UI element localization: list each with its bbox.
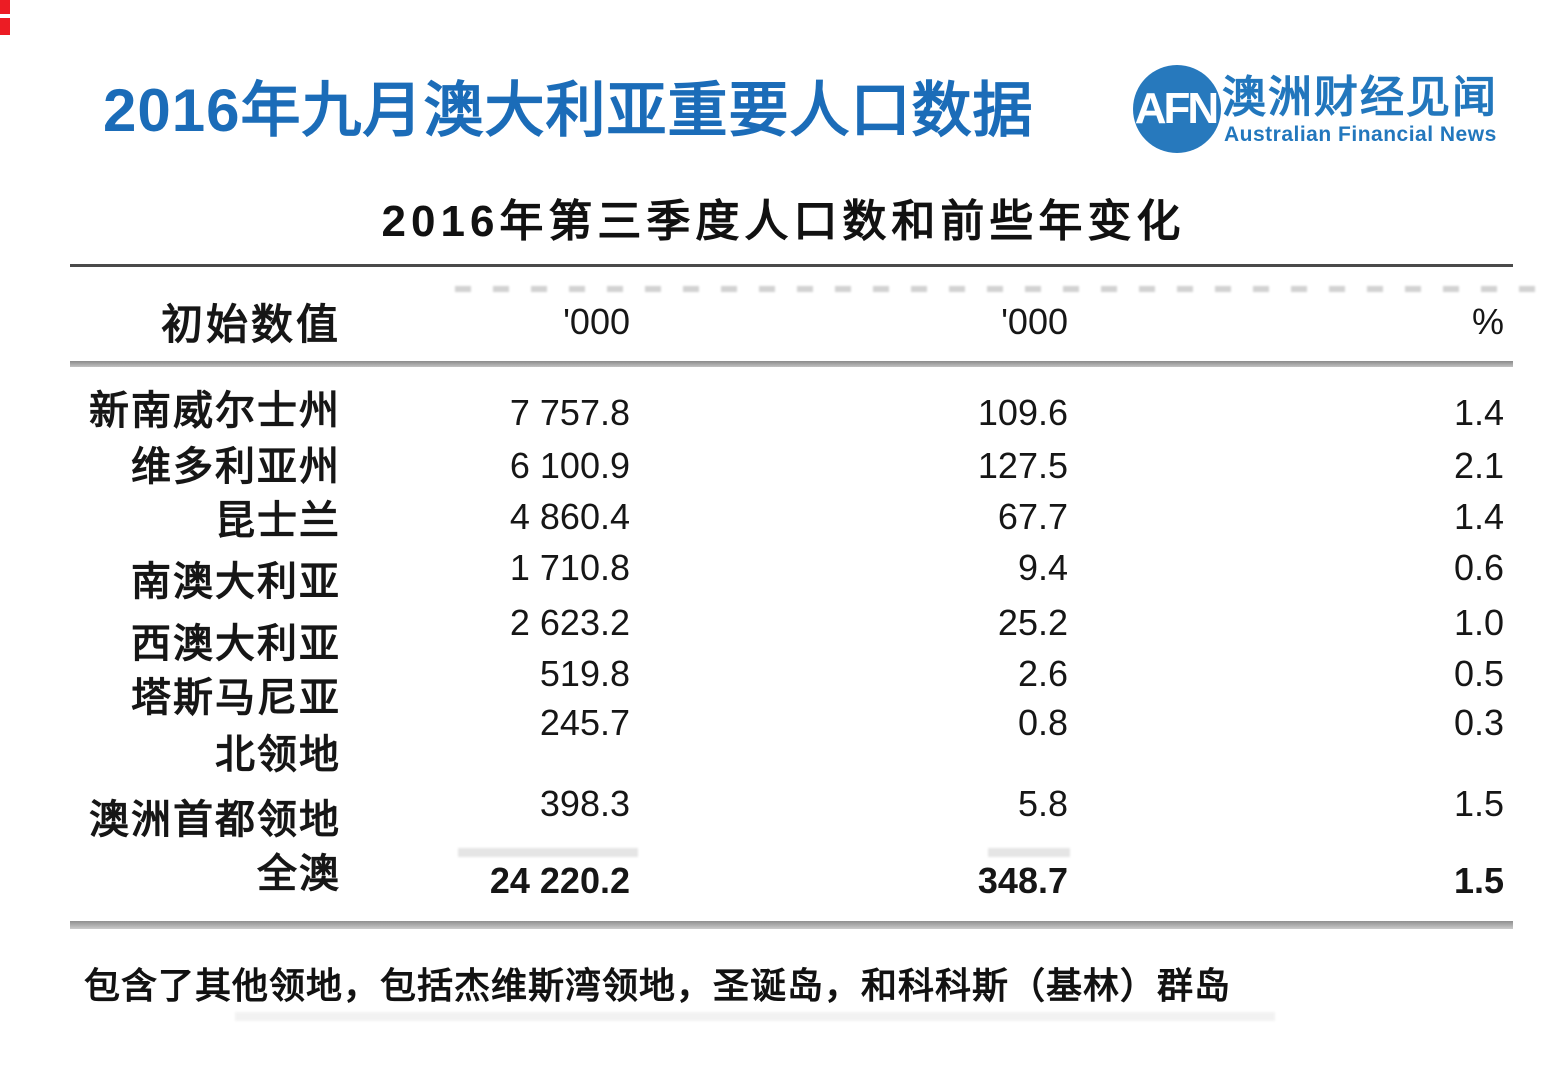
row-value: 0.6: [1453, 547, 1504, 588]
row-value: 1.4: [1453, 392, 1504, 433]
table-top-rule: [70, 264, 1513, 267]
row-value: 0.3: [1453, 702, 1504, 743]
row-value: 1.4: [1453, 496, 1504, 537]
table-title: 2016年第三季度人口数和前些年变化: [381, 197, 1186, 246]
afn-logo-icon: AFN: [1133, 65, 1221, 153]
row-value: 519.8: [539, 653, 630, 694]
column-header-thousands-2: '000: [1001, 301, 1068, 342]
row-label: 澳洲首都领地: [89, 798, 341, 842]
row-label: 南澳大利亚: [131, 560, 341, 604]
page-title: 2016年九月澳大利亚重要人口数据: [103, 77, 1034, 144]
row-label: 西澳大利亚: [131, 622, 341, 666]
row-value: 2.6: [1017, 653, 1068, 694]
row-value: 7 757.8: [509, 392, 630, 433]
red-corner-mark: [0, 18, 10, 35]
row-value: 0.5: [1453, 653, 1504, 694]
row-value: 5.8: [1017, 783, 1068, 824]
afn-logo-abbr: AFN: [1134, 84, 1219, 133]
row-value-total: 1.5: [1453, 860, 1504, 901]
scan-artifact: [988, 848, 1070, 857]
row-label: 新南威尔士州: [89, 389, 341, 433]
column-header-label: 初始数值: [160, 301, 341, 348]
table-header-rule: [70, 361, 1513, 367]
row-value: 1.0: [1453, 602, 1504, 643]
row-value: 2.1: [1453, 445, 1504, 486]
row-value: 25.2: [997, 602, 1068, 643]
row-value-total: 24 220.2: [489, 860, 630, 901]
row-value: 245.7: [539, 702, 630, 743]
table-bottom-rule: [70, 921, 1513, 929]
row-value: 1 710.8: [509, 547, 630, 588]
row-value-total: 348.7: [977, 860, 1068, 901]
row-value: 109.6: [977, 392, 1068, 433]
logo-name-english: Australian Financial News: [1224, 123, 1497, 146]
row-value: 0.8: [1017, 702, 1068, 743]
red-corner-mark: [0, 0, 10, 14]
row-value: 398.3: [539, 783, 630, 824]
row-value: 1.5: [1453, 783, 1504, 824]
scan-artifact: [458, 848, 638, 857]
row-value: 67.7: [997, 496, 1068, 537]
row-label-total: 全澳: [257, 852, 341, 896]
row-label: 塔斯马尼亚: [131, 676, 341, 720]
scan-artifact: [455, 286, 1540, 292]
footnote: 包含了其他领地，包括杰维斯湾领地，圣诞岛，和科科斯（基林）群岛: [84, 965, 1232, 1006]
row-label: 北领地: [215, 733, 341, 777]
column-header-percent: %: [1471, 301, 1504, 342]
row-label: 维多利亚州: [131, 445, 341, 489]
row-value: 4 860.4: [509, 496, 630, 537]
logo-name-chinese: 澳洲财经见闻: [1222, 73, 1498, 122]
row-value: 6 100.9: [509, 445, 630, 486]
scan-artifact: [235, 1012, 1275, 1021]
column-header-thousands-1: '000: [563, 301, 630, 342]
row-label: 昆士兰: [215, 499, 341, 543]
row-value: 127.5: [977, 445, 1068, 486]
row-value: 2 623.2: [509, 602, 630, 643]
row-value: 9.4: [1017, 547, 1068, 588]
